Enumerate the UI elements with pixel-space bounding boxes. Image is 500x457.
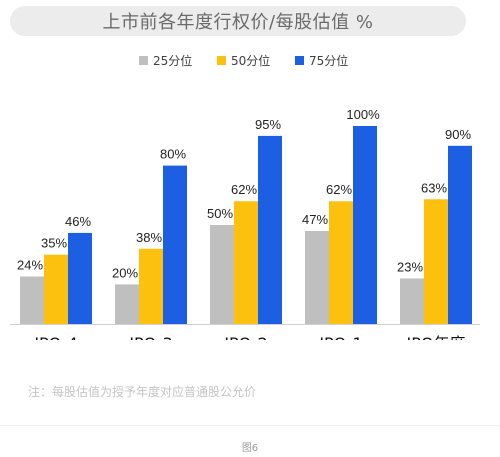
data-label-0-1: 20% <box>112 265 138 280</box>
bar-0-3 <box>305 230 329 324</box>
bar-1-2 <box>234 201 258 324</box>
chart-title-banner: 上市前各年度行权价/每股估值 % <box>10 6 466 36</box>
bar-0-1 <box>115 284 139 324</box>
bar-1-4 <box>424 199 448 324</box>
legend-swatch-2 <box>295 56 304 65</box>
bar-2-3 <box>353 126 377 324</box>
chart-footnote: 注：每股估值为授予年度对应普通股公允价 <box>28 385 257 399</box>
bar-2-2 <box>258 135 282 324</box>
data-label-2-3: 100% <box>346 107 380 122</box>
legend-label-1: 50分位 <box>231 53 270 68</box>
bar-0-2 <box>210 225 234 324</box>
legend-label-0: 25分位 <box>153 53 192 68</box>
data-label-2-0: 46% <box>65 214 91 229</box>
data-label-0-3: 47% <box>302 212 328 227</box>
data-label-1-1: 38% <box>136 230 162 245</box>
data-label-1-3: 62% <box>326 182 352 197</box>
bar-chart: 25分位 50分位 75分位 24% 35% 46% IPO-4 20% 38% 80% IPO-3… <box>10 53 480 340</box>
data-label-1-4: 63% <box>421 180 447 195</box>
category-label-2: IPO-2 <box>224 334 267 340</box>
bar-0-4 <box>400 278 424 324</box>
category-label-0: IPO-4 <box>34 334 77 340</box>
bar-0-0 <box>20 276 44 324</box>
divider <box>0 425 500 426</box>
category-label-3: IPO-1 <box>319 334 362 340</box>
bar-2-1 <box>163 165 187 324</box>
bar-2-0 <box>68 232 92 324</box>
data-label-2-1: 80% <box>160 147 186 162</box>
data-label-1-0: 35% <box>41 236 67 251</box>
data-label-0-4: 23% <box>397 259 423 274</box>
bar-2-4 <box>448 145 472 324</box>
bar-1-3 <box>329 201 353 324</box>
data-label-0-0: 24% <box>17 257 43 272</box>
figure-caption: 图6 <box>241 443 259 454</box>
data-label-2-4: 90% <box>445 127 471 142</box>
data-label-2-2: 95% <box>255 117 281 132</box>
category-label-4: IPO年度 <box>407 334 466 340</box>
chart-title: 上市前各年度行权价/每股估值 % <box>102 12 374 33</box>
bar-1-0 <box>44 254 68 324</box>
legend-swatch-1 <box>217 56 226 65</box>
bar-1-1 <box>139 248 163 324</box>
data-label-1-2: 62% <box>231 182 257 197</box>
legend-label-2: 75分位 <box>309 53 348 68</box>
category-label-1: IPO-3 <box>129 334 172 340</box>
legend-swatch-0 <box>139 56 148 65</box>
data-label-0-2: 50% <box>207 206 233 221</box>
